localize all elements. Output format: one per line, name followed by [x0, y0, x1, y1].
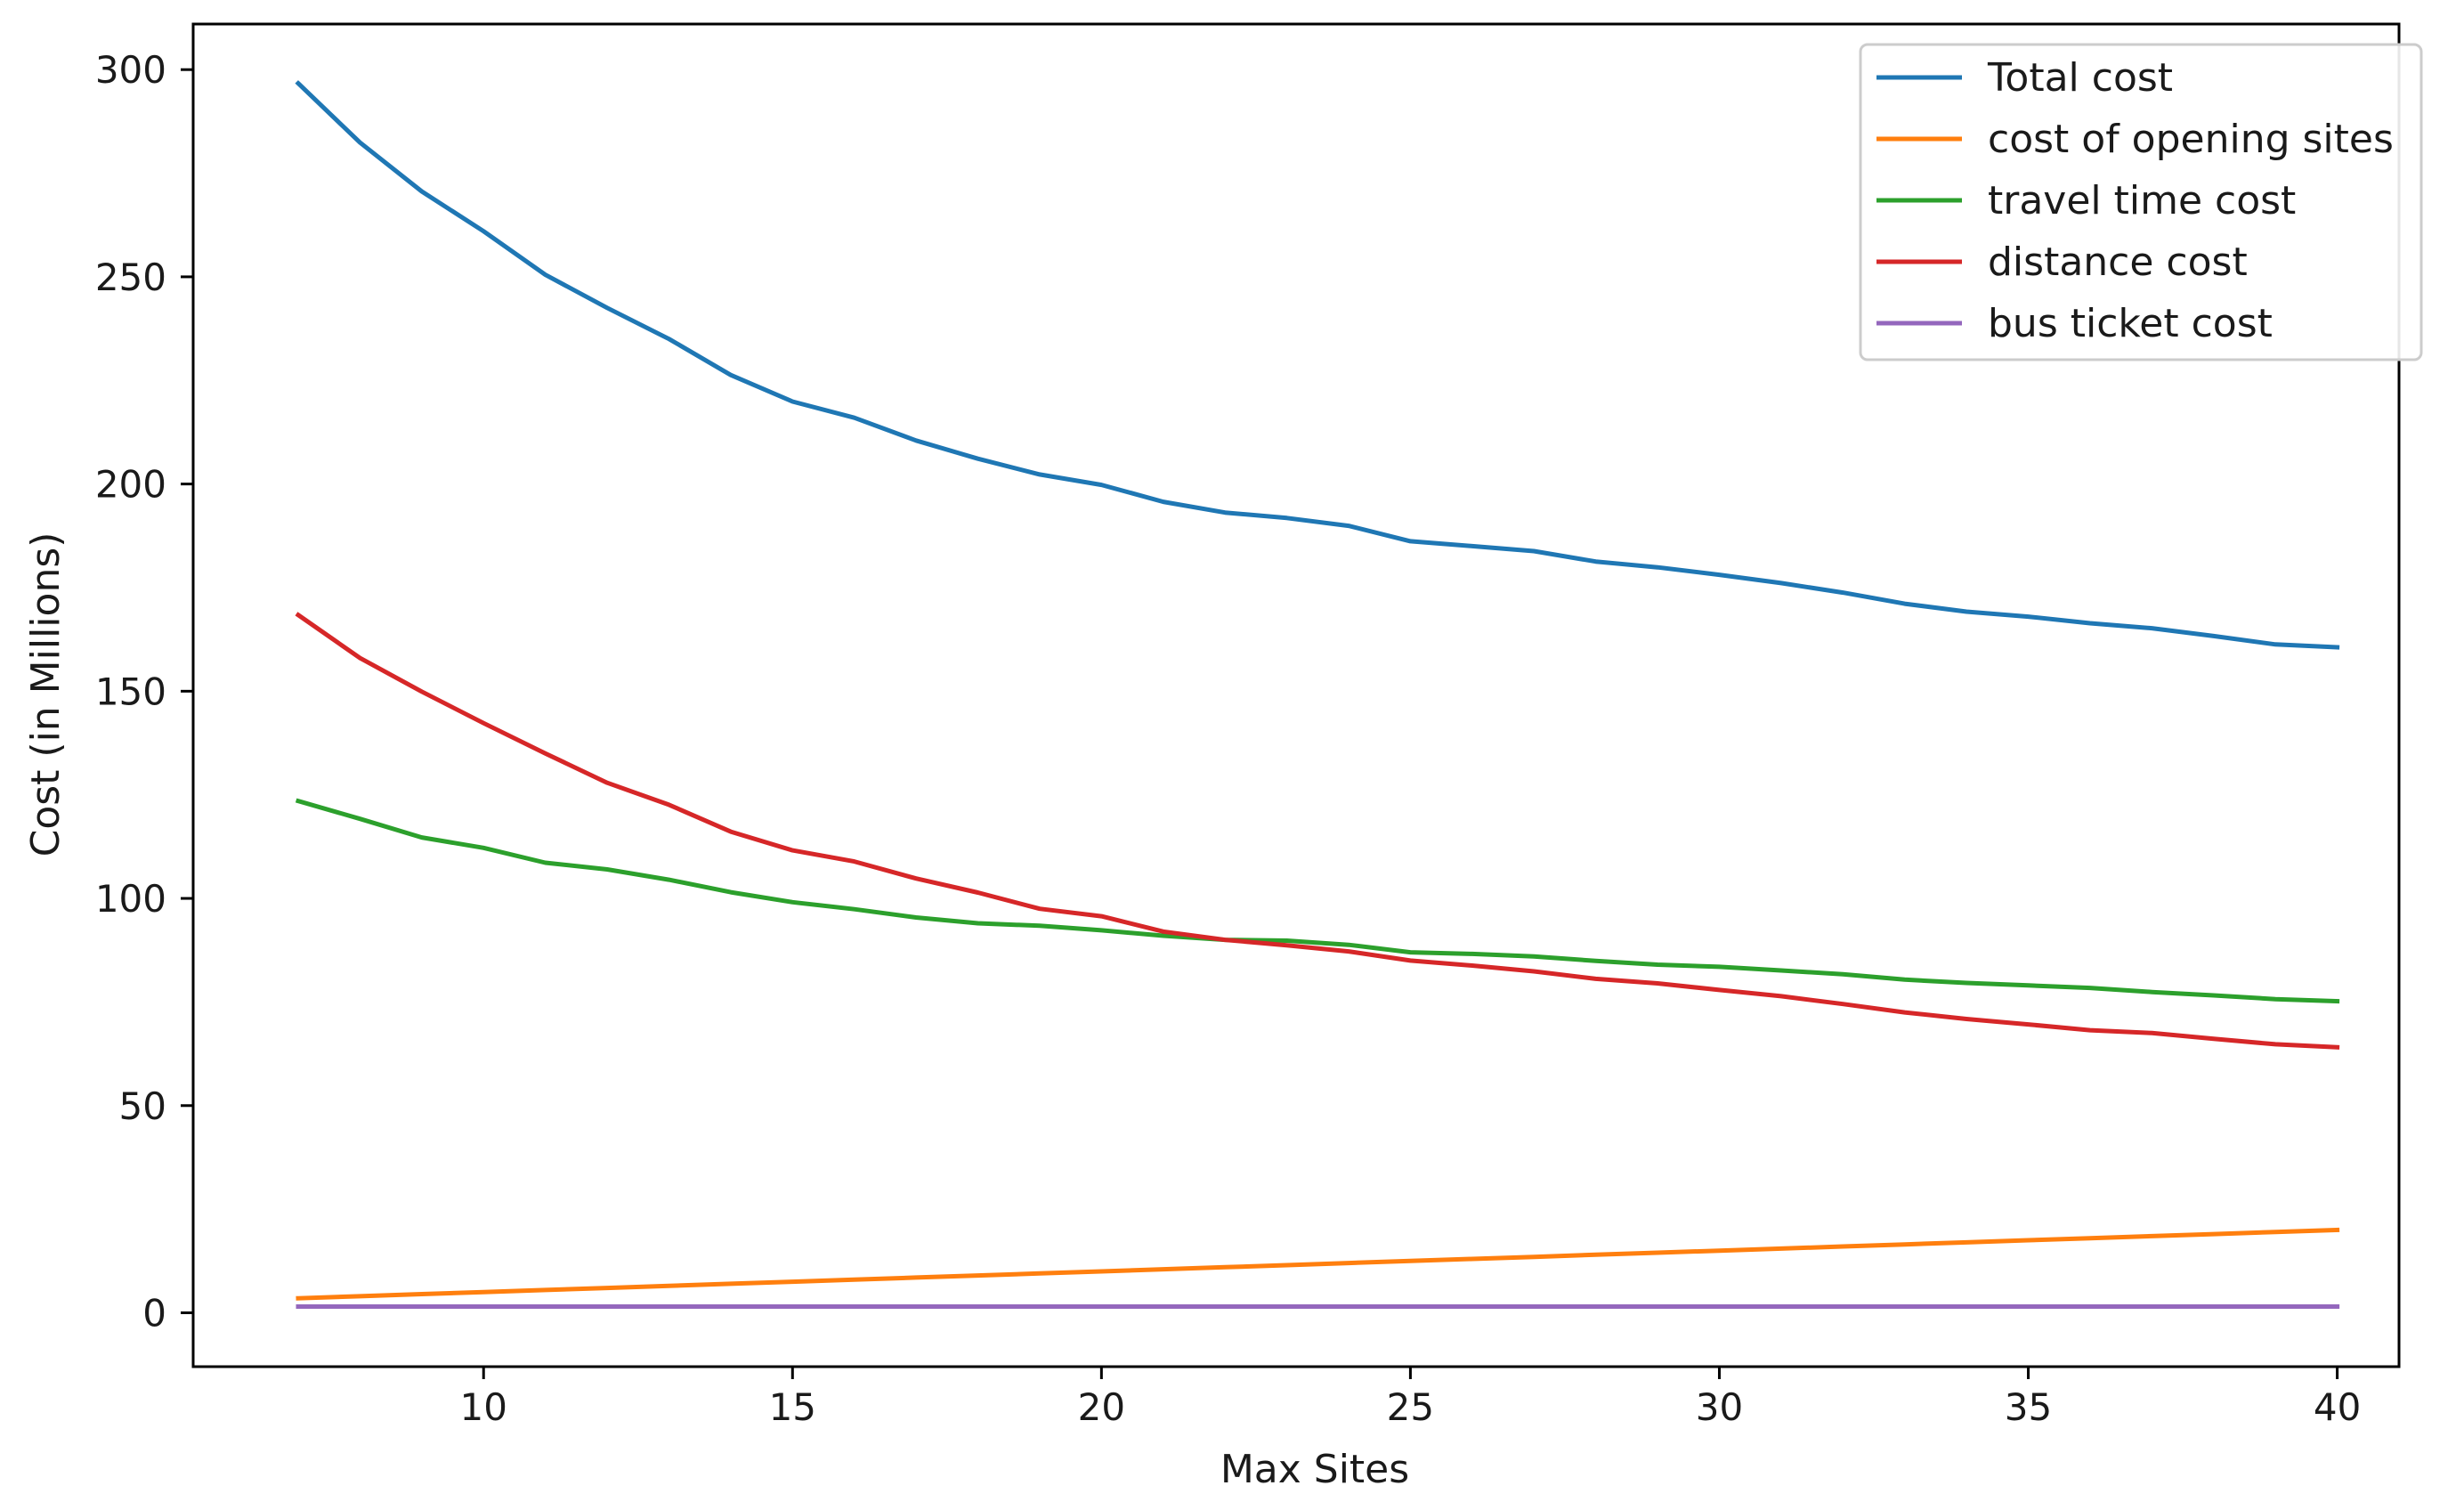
x-tick-label: 15 [769, 1385, 816, 1429]
series-line-3 [295, 612, 2340, 1050]
y-axis-ticks: 0 50 100 150 200 250 300 [95, 48, 193, 1335]
series-lines [295, 80, 2340, 1309]
y-tick-label: 300 [95, 48, 166, 92]
x-tick-label: 35 [2005, 1385, 2052, 1429]
y-tick-label: 100 [95, 877, 166, 921]
legend-label-2: travel time cost [1988, 178, 2296, 223]
series-line-1 [296, 1227, 2340, 1301]
x-tick-label: 30 [1696, 1385, 1743, 1429]
x-axis-title: Max Sites [1220, 1447, 1409, 1492]
x-tick-label: 10 [460, 1385, 507, 1429]
x-tick-label: 40 [2314, 1385, 2361, 1429]
legend-label-3: distance cost [1988, 239, 2248, 285]
y-axis-title: Cost (in Millions) [23, 532, 69, 857]
series-line-0 [295, 80, 2340, 650]
legend-label-1: cost of opening sites [1988, 117, 2394, 162]
x-tick-label: 25 [1387, 1385, 1434, 1429]
y-tick-label: 250 [95, 256, 166, 299]
legend-label-0: Total cost [1987, 55, 2173, 101]
y-tick-label: 0 [142, 1291, 166, 1335]
x-tick-label: 20 [1078, 1385, 1125, 1429]
y-tick-label: 200 [95, 463, 166, 507]
legend-label-4: bus ticket cost [1988, 301, 2273, 346]
y-tick-label: 150 [95, 670, 166, 713]
y-tick-label: 50 [119, 1084, 166, 1128]
series-line-2 [295, 798, 2340, 1004]
plot-area-frame [191, 22, 2401, 1368]
legend: Total cost cost of opening sites travel ti… [1859, 43, 2423, 361]
x-axis-ticks: 10 15 20 25 30 35 40 [460, 1367, 2361, 1429]
legend-box [1859, 43, 2423, 361]
